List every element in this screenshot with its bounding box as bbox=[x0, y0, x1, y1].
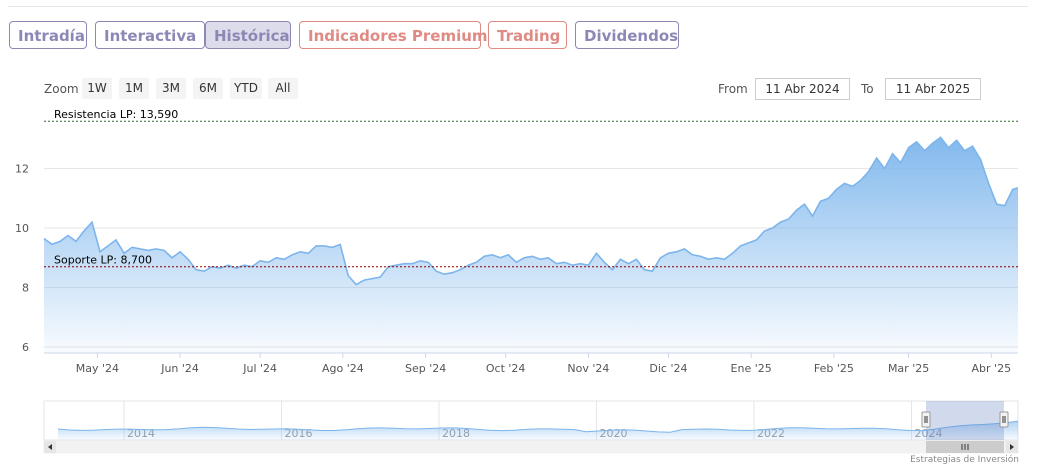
navigator-selection[interactable] bbox=[926, 401, 1004, 440]
zoom-6m-button[interactable]: 6M bbox=[193, 78, 223, 99]
x-tick-label: Jun '24 bbox=[160, 362, 199, 375]
tab-dividendos[interactable]: Dividendos bbox=[575, 21, 679, 49]
x-tick-label: Sep '24 bbox=[405, 362, 446, 375]
plot-line-label: Soporte LP: 8,700 bbox=[54, 254, 152, 267]
series-area bbox=[44, 137, 1018, 353]
top-divider bbox=[8, 6, 1028, 7]
x-tick-label: Mar '25 bbox=[888, 362, 929, 375]
x-tick-label: Feb '25 bbox=[814, 362, 854, 375]
navigator-series-line bbox=[57, 420, 1019, 433]
navigator-series-area bbox=[58, 421, 1018, 440]
x-tick-label: Oct '24 bbox=[486, 362, 526, 375]
x-tick-label: May '24 bbox=[76, 362, 119, 375]
y-tick-label: 12 bbox=[15, 163, 29, 176]
range-to-label: To bbox=[861, 82, 874, 96]
y-tick-label: 8 bbox=[22, 282, 29, 295]
y-tick-label: 6 bbox=[22, 341, 29, 354]
series-line bbox=[43, 136, 1019, 286]
tab-indicadores-premium[interactable]: Indicadores Premium bbox=[299, 21, 488, 49]
scroll-left-arrow-icon bbox=[48, 444, 52, 450]
tab-historica[interactable]: Histórica bbox=[205, 21, 291, 49]
credit-text: Estrategias de Inversión bbox=[910, 455, 1019, 465]
navigator-handle[interactable] bbox=[921, 411, 931, 428]
range-to-input[interactable]: 11 Abr 2025 bbox=[885, 78, 981, 100]
scroll-right-arrow-icon bbox=[1010, 444, 1014, 450]
tab-trading[interactable]: Trading bbox=[488, 21, 567, 49]
scrollbar-track[interactable] bbox=[43, 440, 1019, 454]
zoom-1w-button[interactable]: 1W bbox=[82, 78, 112, 99]
x-tick-label: Abr '25 bbox=[972, 362, 1012, 375]
x-tick-label: Dic '24 bbox=[649, 362, 687, 375]
range-from-input[interactable]: 11 Abr 2024 bbox=[755, 78, 850, 100]
tab-intradia[interactable]: Intradía bbox=[9, 21, 87, 49]
x-tick-label: Nov '24 bbox=[567, 362, 609, 375]
tab-interactiva[interactable]: Interactiva bbox=[95, 21, 205, 49]
x-tick-label: Ene '25 bbox=[731, 362, 772, 375]
zoom-all-button[interactable]: All bbox=[268, 78, 298, 99]
plot-line-label: Resistencia LP: 13,590 bbox=[54, 108, 178, 121]
zoom-1m-button[interactable]: 1M bbox=[119, 78, 149, 99]
range-from-label: From bbox=[718, 82, 748, 96]
zoom-label: Zoom bbox=[44, 82, 79, 96]
zoom-ytd-button[interactable]: YTD bbox=[230, 78, 262, 99]
navigator-handle[interactable] bbox=[999, 411, 1009, 428]
y-tick-label: 10 bbox=[15, 222, 29, 235]
zoom-3m-button[interactable]: 3M bbox=[156, 78, 186, 99]
x-tick-label: Ago '24 bbox=[322, 362, 364, 375]
x-tick-label: Jul '24 bbox=[242, 362, 277, 375]
